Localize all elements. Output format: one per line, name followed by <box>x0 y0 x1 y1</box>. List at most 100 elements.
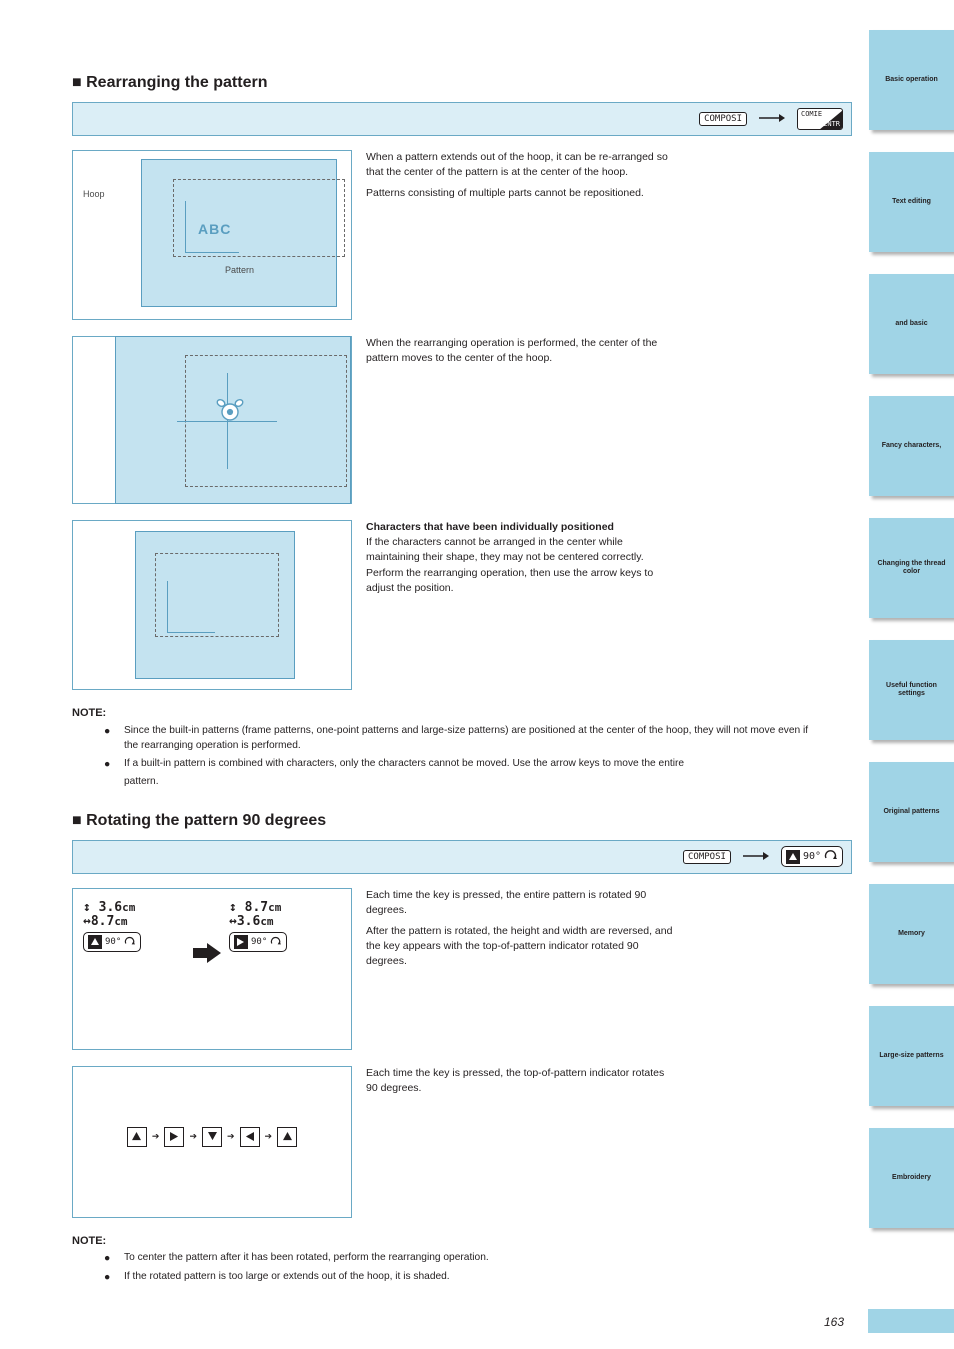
page-edge-tab <box>868 1309 954 1333</box>
leftright-icon: ↔ <box>83 914 91 929</box>
bullet-icon: ● <box>104 1251 118 1266</box>
row1-line2: that the center of the pattern is at the… <box>366 165 844 180</box>
right-arrow-icon <box>234 935 248 949</box>
row1-line1: When a pattern extends out of the hoop, … <box>366 150 844 165</box>
section2-header-bar: COMPOSI 90° <box>72 840 852 874</box>
side-tab-useful-functions[interactable]: Useful function settings <box>869 640 954 740</box>
after-height: ↕ 8.7cm <box>229 901 287 916</box>
s2r1-l2: degrees. <box>366 903 798 918</box>
row3-line2a: If the characters cannot be arranged in … <box>366 535 844 550</box>
rotate-right-indicator: 90° <box>229 932 287 952</box>
note1-text: Since the built-in patterns (frame patte… <box>124 724 824 754</box>
seq-up <box>127 1127 147 1147</box>
loop-icon <box>124 936 136 949</box>
updown-icon: ↕ <box>229 900 237 915</box>
panel-dimensions: ↕ 3.6cm ↔8.7cm 90° <box>72 888 352 1050</box>
updown-icon: ↕ <box>83 900 91 915</box>
row1-text: When a pattern extends out of the hoop, … <box>366 150 844 202</box>
section1-row2: When the rearranging operation is perfor… <box>72 336 852 504</box>
section2-notes: NOTE: ●To center the pattern after it ha… <box>104 1234 824 1285</box>
side-tab-text-editing[interactable]: Text editing <box>869 152 954 252</box>
row3-line2b: maintaining their shape, they may not be… <box>366 550 844 565</box>
section2-row1: ↕ 3.6cm ↔8.7cm 90° <box>72 888 852 1050</box>
seq-arrow-icon: ➔ <box>189 1131 197 1142</box>
axis-x <box>185 252 239 253</box>
row3-line2d: adjust the position. <box>366 581 844 596</box>
sequence-row: ➔ ➔ ➔ ➔ <box>73 1127 351 1147</box>
seq-down <box>202 1127 222 1147</box>
note-lead-2: NOTE: <box>72 1234 824 1250</box>
row2-line2: pattern moves to the center of the hoop. <box>366 351 844 366</box>
row3-line2c: Perform the rearranging operation, then … <box>366 566 844 581</box>
main-content: ■ Rearranging the pattern COMPOSI COMIE … <box>72 60 852 1288</box>
note-lead-1: NOTE: <box>72 706 824 722</box>
s2-note1: To center the pattern after it has been … <box>124 1251 489 1266</box>
side-tab-fancy-characters[interactable]: Fancy characters, <box>869 396 954 496</box>
abc-text: ABC <box>198 221 231 237</box>
s2r1-l5: degrees. <box>366 954 798 969</box>
side-tab-memory[interactable]: Memory <box>869 884 954 984</box>
axis-x-3 <box>167 632 215 633</box>
panel-axis-only <box>72 520 352 690</box>
s2-row1-text: Each time the key is pressed, the entire… <box>366 888 798 970</box>
bullet-icon: ● <box>104 757 118 772</box>
pattern-outline <box>173 179 345 257</box>
side-tab-embroidery[interactable]: Embroidery <box>869 1128 954 1228</box>
s2r1-l3: After the pattern is rotated, the height… <box>366 924 798 939</box>
axis-y-3 <box>167 581 168 633</box>
arrow-icon <box>741 850 771 864</box>
row3-text: Characters that have been individually p… <box>366 520 844 596</box>
side-tab-basic-operation[interactable]: Basic operation <box>869 30 954 130</box>
s2-row2-text: Each time the key is pressed, the top-of… <box>366 1066 798 1096</box>
row3-heading: Characters that have been individually p… <box>366 520 844 535</box>
section1-title: ■ Rearranging the pattern <box>72 74 852 92</box>
before-block: ↕ 3.6cm ↔8.7cm 90° <box>83 901 141 953</box>
composi-button-2[interactable]: COMPOSI <box>683 850 731 864</box>
arrow-icon <box>757 112 787 126</box>
up-arrow-icon <box>88 935 102 949</box>
s2-note2: If the rotated pattern is too large or e… <box>124 1270 450 1285</box>
bullet-icon: ● <box>104 1270 118 1285</box>
after-block: ↕ 8.7cm ↔3.6cm 90° <box>229 901 287 953</box>
s2r1-l1: Each time the key is pressed, the entire… <box>366 888 798 903</box>
loop-icon <box>270 936 282 949</box>
seq-up-2 <box>277 1127 297 1147</box>
after-width: ↔3.6cm <box>229 915 287 930</box>
leftright-icon: ↔ <box>229 914 237 929</box>
section1-header-bar: COMPOSI COMIE CENTR <box>72 102 852 136</box>
axis-y <box>185 201 186 253</box>
side-tab-large-size[interactable]: Large-size patterns <box>869 1006 954 1106</box>
rotate-90-button[interactable]: 90° <box>781 846 843 867</box>
s2r2-l2: 90 degrees. <box>366 1081 798 1096</box>
up-arrow-icon <box>786 850 800 864</box>
pattern-label: Pattern <box>225 265 254 275</box>
row2-text: When the rearranging operation is perfor… <box>366 336 844 366</box>
seq-right <box>164 1127 184 1147</box>
row2-line1: When the rearranging operation is perfor… <box>366 336 844 351</box>
seq-arrow-icon: ➔ <box>227 1131 235 1142</box>
side-tab-original-patterns[interactable]: Original patterns <box>869 762 954 862</box>
rotate-deg-label: 90° <box>803 851 821 862</box>
pattern-outline-3 <box>155 553 279 637</box>
flower-icon <box>213 395 247 432</box>
side-tab-changing-thread-color[interactable]: Changing the thread color <box>869 518 954 618</box>
seq-arrow-icon: ➔ <box>152 1131 160 1142</box>
note2-text-a: If a built-in pattern is combined with c… <box>124 757 684 772</box>
side-tab-basic[interactable]: and basic <box>869 274 954 374</box>
loop-icon <box>824 849 838 864</box>
section1-row1: ABC Hoop Pattern When a pattern extends … <box>72 150 852 320</box>
section1-row3: Characters that have been individually p… <box>72 520 852 690</box>
page: Basic operation Text editing and basic F… <box>0 0 954 1349</box>
composi-button[interactable]: COMPOSI <box>699 112 747 126</box>
big-arrow-icon <box>193 943 221 966</box>
section2-row2: ➔ ➔ ➔ ➔ Each time the key is pressed, th… <box>72 1066 852 1218</box>
comie-centr-button[interactable]: COMIE CENTR <box>797 108 843 130</box>
hoop-label: Hoop <box>83 189 105 199</box>
panel-abc-extends: ABC Hoop Pattern <box>72 150 352 320</box>
panel-rotation-sequence: ➔ ➔ ➔ ➔ <box>72 1066 352 1218</box>
s2r2-l1: Each time the key is pressed, the top-of… <box>366 1066 798 1081</box>
row1-line3: Patterns consisting of multiple parts ca… <box>366 186 844 201</box>
rotate-up-indicator: 90° <box>83 932 141 952</box>
bullet-icon: ● <box>104 724 118 754</box>
centr-label: CENTR <box>819 120 840 128</box>
